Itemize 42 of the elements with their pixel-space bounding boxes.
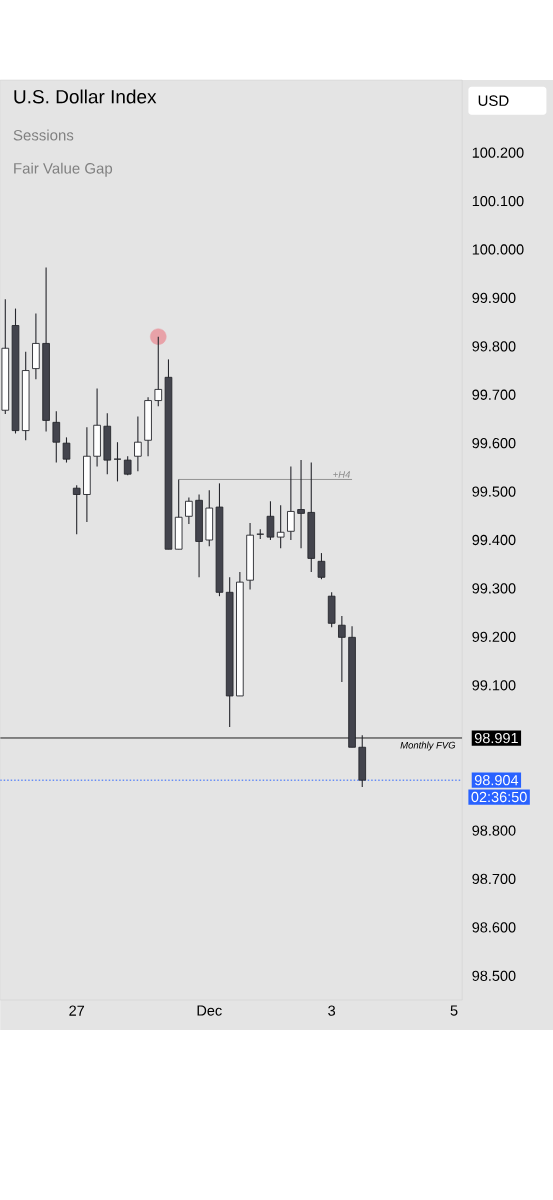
y-tick-label: 99.600 xyxy=(472,438,516,449)
ref-line-label: Monthly FVG xyxy=(400,741,456,751)
y-tick-label: 99.400 xyxy=(472,534,516,546)
y-tick-label: 99.200 xyxy=(472,631,516,642)
x-tick-label: 5 xyxy=(450,1005,458,1016)
y-tick-label: 100.200 xyxy=(472,147,524,158)
y-tick-label: 98.600 xyxy=(472,922,516,933)
candlestick xyxy=(52,410,61,464)
y-tick-label: 98.800 xyxy=(472,825,516,836)
candlestick xyxy=(276,504,285,549)
candlestick xyxy=(266,500,275,541)
candlestick xyxy=(113,441,122,482)
series-label: +H4 xyxy=(333,471,350,478)
candlestick xyxy=(184,496,193,525)
text: 02:36:50 xyxy=(471,791,527,803)
y-tick-label: 99.700 xyxy=(472,389,516,400)
x-tick-label: Dec xyxy=(197,1005,222,1016)
annotation: Fair Value Gap xyxy=(14,162,113,177)
y-axis-title: USD xyxy=(478,95,509,106)
candlestick xyxy=(72,484,81,535)
candlestick xyxy=(133,415,142,472)
candlestick xyxy=(62,436,71,464)
candlestick xyxy=(297,459,305,549)
y-tick-label: 99.900 xyxy=(472,292,516,304)
y-tick-label: 99.800 xyxy=(472,341,516,352)
chart-title: U.S. Dollar Index xyxy=(14,89,157,104)
y-tick-label: 98.700 xyxy=(472,873,516,885)
y-tick-label: 99.100 xyxy=(472,680,516,691)
y-tick-label: 98.904 xyxy=(474,775,519,786)
y-tick-label: 99.300 xyxy=(472,583,516,594)
annotation: Sessions xyxy=(13,129,74,141)
candlestick xyxy=(337,615,346,683)
candlestick xyxy=(317,552,326,580)
candlestick xyxy=(154,336,162,407)
y-tick-label: 100.000 xyxy=(472,244,524,255)
y-tick-label: 100.100 xyxy=(472,195,524,207)
x-tick-label: 27 xyxy=(69,1005,84,1016)
candlestick xyxy=(286,465,295,541)
y-tick-label: 98.991 xyxy=(474,732,518,744)
y-tick-label: 98.500 xyxy=(472,970,516,981)
y-tick-label: 99.500 xyxy=(472,486,516,497)
x-tick-label: 3 xyxy=(328,1005,335,1016)
